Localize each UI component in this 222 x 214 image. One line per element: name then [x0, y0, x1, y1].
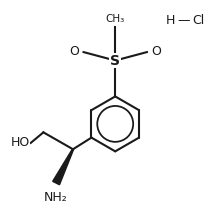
Text: NH₂: NH₂: [44, 192, 68, 205]
Text: H: H: [165, 14, 175, 27]
Text: O: O: [151, 45, 161, 58]
Polygon shape: [53, 149, 73, 185]
Text: O: O: [69, 45, 79, 58]
Text: —: —: [178, 14, 190, 27]
Text: HO: HO: [11, 136, 30, 149]
Text: CH₃: CH₃: [106, 13, 125, 24]
Text: S: S: [110, 54, 120, 68]
Text: Cl: Cl: [192, 14, 205, 27]
